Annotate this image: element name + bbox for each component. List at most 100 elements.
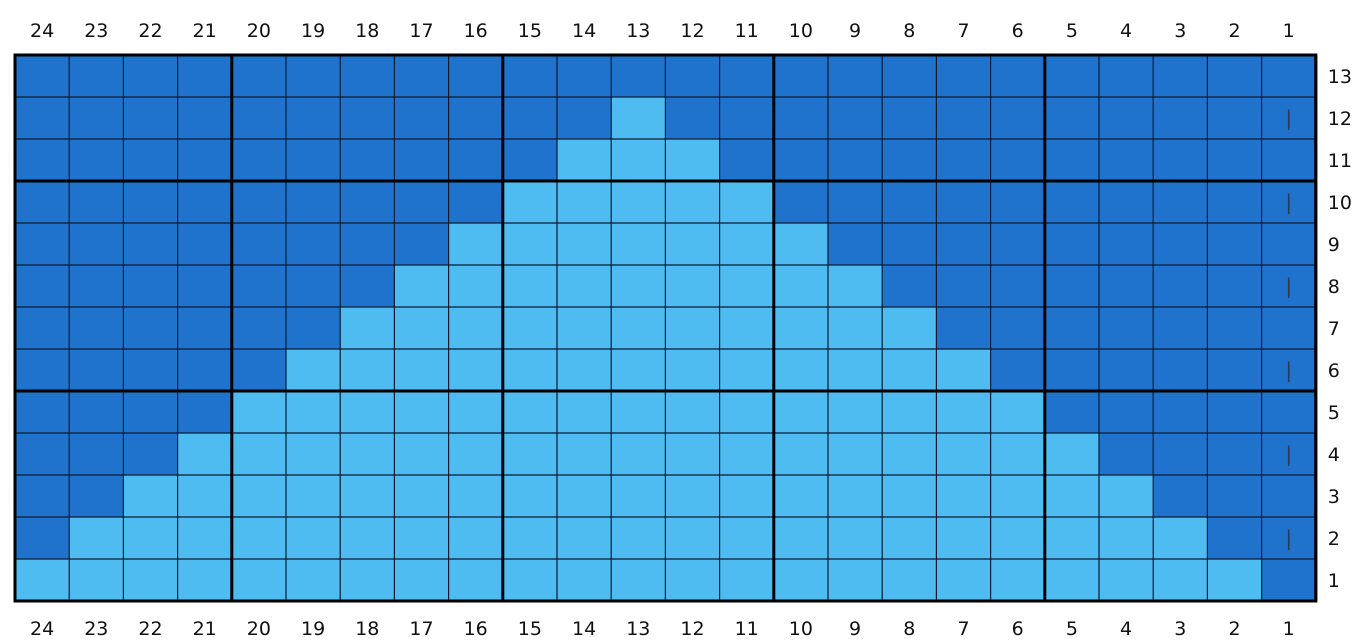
grid-cell [611, 391, 666, 433]
column-label-bottom: 12 [680, 618, 704, 640]
grid-cell [936, 433, 991, 475]
grid-cell [231, 55, 286, 97]
stitch-mark: | [1285, 526, 1292, 550]
grid-cell [1044, 307, 1099, 349]
grid-cell [15, 475, 70, 517]
grid-cell [286, 391, 341, 433]
grid-cell [123, 517, 178, 559]
grid-cell [773, 97, 828, 139]
grid-cell [1153, 391, 1208, 433]
row-label-right: 10 [1328, 192, 1352, 214]
grid-cell [394, 223, 449, 265]
grid-cell [177, 433, 232, 475]
grid-cell [990, 181, 1045, 223]
grid-cell [502, 307, 557, 349]
grid-cell [1207, 475, 1262, 517]
column-label-bottom: 10 [789, 618, 813, 640]
grid-cell [177, 475, 232, 517]
grid-cell [1099, 55, 1154, 97]
column-label-top: 14 [572, 20, 596, 42]
grid-cell [719, 433, 774, 475]
grid-cell [1099, 223, 1154, 265]
grid-cell [394, 181, 449, 223]
grid-cell [773, 307, 828, 349]
grid-cell [719, 559, 774, 601]
grid-cell [286, 223, 341, 265]
grid-cell [990, 139, 1045, 181]
grid-cell [394, 97, 449, 139]
grid-cell [177, 97, 232, 139]
grid-cell [936, 181, 991, 223]
grid-cell [1207, 223, 1262, 265]
grid-cell [828, 391, 883, 433]
grid-cell [1099, 391, 1154, 433]
grid-cell [1261, 475, 1316, 517]
stitch-mark: | [1285, 190, 1292, 214]
grid-cell [1153, 559, 1208, 601]
grid-cell [828, 517, 883, 559]
grid-cell [1044, 433, 1099, 475]
grid-cell [231, 349, 286, 391]
grid-cell [936, 139, 991, 181]
grid-cell [394, 517, 449, 559]
grid-cell [990, 391, 1045, 433]
grid-cell [177, 265, 232, 307]
grid-cell [69, 391, 124, 433]
grid-cell [1207, 517, 1262, 559]
grid-cell [882, 139, 937, 181]
grid-cell [882, 181, 937, 223]
row-label-right: 13 [1328, 66, 1352, 88]
grid-cell [773, 475, 828, 517]
grid-cell [340, 433, 395, 475]
grid-cell [1207, 391, 1262, 433]
column-label-top: 11 [735, 20, 759, 42]
chart-border [13, 53, 1318, 603]
grid-cell [1099, 97, 1154, 139]
grid-cell [340, 559, 395, 601]
column-label-top: 9 [849, 20, 861, 42]
grid-cell [177, 55, 232, 97]
column-label-top: 23 [84, 20, 108, 42]
grid-cell [990, 433, 1045, 475]
row-label-right: 2 [1328, 528, 1340, 550]
grid-cell [611, 97, 666, 139]
grid-cell [1044, 181, 1099, 223]
grid-cell [502, 559, 557, 601]
column-label-bottom: 19 [301, 618, 325, 640]
column-label-bottom: 20 [247, 618, 271, 640]
column-label-bottom: 9 [849, 618, 861, 640]
grid-cell [1044, 559, 1099, 601]
grid-cell [502, 475, 557, 517]
grid-cell [557, 475, 612, 517]
grid-cell [69, 181, 124, 223]
grid-cell [123, 307, 178, 349]
grid-cell [936, 55, 991, 97]
grid-cell [557, 55, 612, 97]
grid-cell [719, 55, 774, 97]
grid-cell [123, 559, 178, 601]
row-label-right: 7 [1328, 318, 1340, 340]
grid-cell [394, 475, 449, 517]
grid-cell [936, 265, 991, 307]
stitch-mark: | [1285, 442, 1292, 466]
grid-cell [1261, 223, 1316, 265]
grid-cell [394, 433, 449, 475]
column-label-top: 17 [409, 20, 433, 42]
column-label-top: 12 [680, 20, 704, 42]
grid-cell [231, 391, 286, 433]
grid-cell [1044, 55, 1099, 97]
grid-cell [990, 55, 1045, 97]
grid-cell [773, 181, 828, 223]
grid-cell [286, 265, 341, 307]
grid-cell [719, 181, 774, 223]
column-label-bottom: 22 [138, 618, 162, 640]
grid-cell [340, 475, 395, 517]
grid-cell [936, 349, 991, 391]
grid-cell [773, 517, 828, 559]
grid-cell [1044, 349, 1099, 391]
column-label-bottom: 24 [30, 618, 54, 640]
grid-cell [828, 559, 883, 601]
grid-cell [773, 559, 828, 601]
grid-cell [990, 349, 1045, 391]
grid-cell [665, 517, 720, 559]
